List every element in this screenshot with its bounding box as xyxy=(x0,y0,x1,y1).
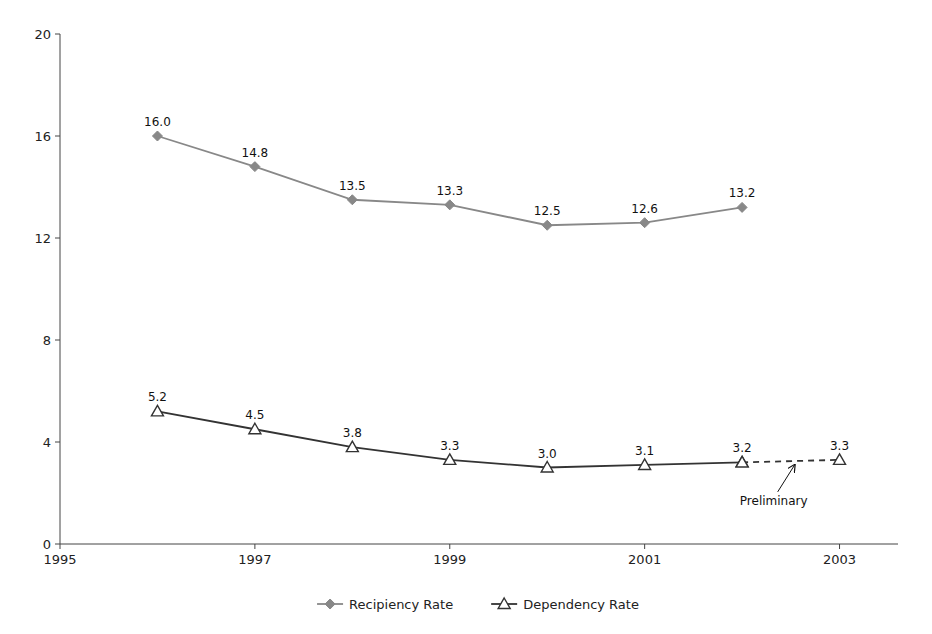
y-tick xyxy=(55,34,60,35)
data-label: 13.3 xyxy=(436,184,463,198)
data-label: 3.3 xyxy=(440,439,459,453)
y-axis-line xyxy=(60,34,61,544)
x-tick-label: 1995 xyxy=(43,552,76,567)
x-tick xyxy=(449,544,450,549)
x-tick-label: 2003 xyxy=(823,552,856,567)
x-tick xyxy=(60,544,61,549)
x-tick-label: 1999 xyxy=(433,552,466,567)
data-label: 3.8 xyxy=(343,426,362,440)
marker xyxy=(250,162,260,172)
legend-label: Dependency Rate xyxy=(523,597,639,612)
data-labels: 16.0 14.8 13.5 13.3 12.5 12.6 13.2 5.2 4.5 3.8 3.3… xyxy=(144,115,849,461)
legend-item: Recipiency Rate xyxy=(317,597,453,612)
y-tick xyxy=(55,238,60,239)
data-label: 3.1 xyxy=(635,444,654,458)
marker xyxy=(542,220,552,230)
data-label: 3.2 xyxy=(733,441,752,455)
chart: 1995 1997 1999 2001 2003 0 4 8 12 16 20 16.0 14.8 13.… xyxy=(0,0,932,634)
marker xyxy=(541,462,553,473)
plot-area xyxy=(151,131,845,472)
marker xyxy=(444,454,456,465)
legend-label: Recipiency Rate xyxy=(349,597,453,612)
y-tick-label: 0 xyxy=(43,537,51,552)
x-tick-label: 1997 xyxy=(238,552,271,567)
x-tick xyxy=(644,544,645,549)
y-tick xyxy=(55,136,60,137)
annotation-text: Preliminary xyxy=(740,494,808,508)
series xyxy=(151,405,748,472)
legend-marker xyxy=(498,598,510,609)
marker xyxy=(834,454,846,465)
y-tick-label: 8 xyxy=(43,333,51,348)
y-tick-label: 16 xyxy=(34,129,51,144)
legend: Recipiency Rate Dependency Rate xyxy=(317,597,639,612)
marker xyxy=(151,405,163,416)
y-tick xyxy=(55,544,60,545)
x-tick-label: 2001 xyxy=(628,552,661,567)
marker xyxy=(445,200,455,210)
data-label: 12.5 xyxy=(534,204,561,218)
marker xyxy=(347,195,357,205)
data-label: 4.5 xyxy=(245,408,264,422)
x-tick xyxy=(839,544,840,549)
marker xyxy=(152,131,162,141)
data-label: 13.2 xyxy=(729,186,756,200)
y-tick xyxy=(55,442,60,443)
marker xyxy=(736,456,748,467)
marker xyxy=(737,202,747,212)
series xyxy=(736,454,845,467)
y-tick-label: 20 xyxy=(34,27,51,42)
x-axis-line xyxy=(60,544,898,545)
annotation-arrow xyxy=(778,465,795,492)
series-line xyxy=(742,460,839,463)
y-tick-label: 12 xyxy=(34,231,51,246)
x-tick xyxy=(254,544,255,549)
data-label: 16.0 xyxy=(144,115,171,129)
data-label: 5.2 xyxy=(148,390,167,404)
data-label: 3.0 xyxy=(538,447,557,461)
marker xyxy=(639,459,651,470)
marker xyxy=(640,218,650,228)
data-label: 12.6 xyxy=(631,202,658,216)
data-label: 13.5 xyxy=(339,179,366,193)
marker xyxy=(346,441,358,452)
series xyxy=(152,131,747,230)
axes: 1995 1997 1999 2001 2003 0 4 8 12 16 20 xyxy=(34,27,898,568)
legend-item: Dependency Rate xyxy=(491,597,639,612)
y-tick-label: 4 xyxy=(43,435,51,450)
annotations: Preliminary xyxy=(740,465,808,508)
data-label: 14.8 xyxy=(242,146,269,160)
data-label: 3.3 xyxy=(830,439,849,453)
series-line xyxy=(157,136,742,225)
marker xyxy=(249,423,261,434)
legend-marker xyxy=(325,599,335,609)
y-tick xyxy=(55,340,60,341)
